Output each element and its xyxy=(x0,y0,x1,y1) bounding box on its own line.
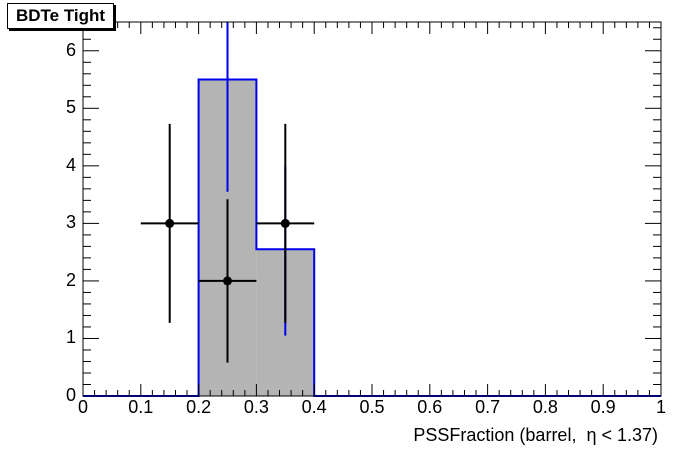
y-tick-label: 1 xyxy=(65,327,76,348)
y-tick-label: 2 xyxy=(65,269,76,290)
x-tick-label: 0 xyxy=(77,397,88,417)
data-point-marker xyxy=(165,218,175,228)
data-points-layer xyxy=(140,123,315,363)
y-tick-label: 4 xyxy=(65,154,76,175)
x-tick-label: 0.9 xyxy=(590,397,616,417)
x-tick-label: 1 xyxy=(655,397,666,417)
y-tick-label: 5 xyxy=(65,97,76,118)
histogram-outline xyxy=(83,78,661,397)
x-tick-label: 0.2 xyxy=(186,397,212,417)
x-tick-label: 0.6 xyxy=(417,397,443,417)
x-tick-label: 0.1 xyxy=(128,397,154,417)
y-tick-label: 0 xyxy=(65,385,76,405)
x-tick-label: 0.3 xyxy=(243,397,269,417)
data-point-marker xyxy=(223,276,232,286)
y-tick-label: 3 xyxy=(65,212,76,233)
x-tick-label: 0.5 xyxy=(359,397,385,417)
chart-title: BDTe Tight xyxy=(7,3,115,29)
x-tick-label: 0.8 xyxy=(532,397,558,417)
x-axis-label: PSSFraction (barrel, η < 1.37) xyxy=(413,425,658,445)
y-tick-label: 6 xyxy=(65,39,76,60)
data-point-marker xyxy=(280,218,290,228)
x-tick-label: 0.4 xyxy=(301,397,327,417)
x-tick-label: 0.7 xyxy=(475,397,501,417)
